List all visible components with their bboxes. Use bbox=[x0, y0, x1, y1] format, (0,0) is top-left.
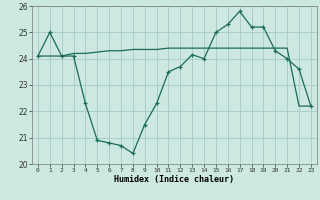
X-axis label: Humidex (Indice chaleur): Humidex (Indice chaleur) bbox=[115, 175, 234, 184]
